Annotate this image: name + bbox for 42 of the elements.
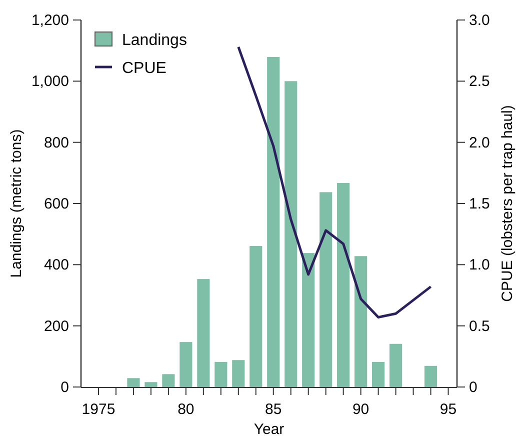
y2-axis-title: CPUE (lobsters per trap haul) — [499, 105, 516, 302]
y-tick-label: 0 — [60, 379, 69, 396]
bar — [320, 192, 332, 387]
legend-label: Landings — [122, 32, 187, 49]
bar — [180, 342, 192, 387]
bar — [284, 81, 298, 387]
bar — [162, 374, 175, 387]
y-tick-label: 200 — [44, 318, 69, 335]
bar — [214, 362, 228, 387]
bar — [267, 57, 280, 387]
bar — [424, 366, 438, 387]
line-series — [237, 46, 432, 319]
bar — [354, 256, 368, 387]
x-tick-label: 90 — [352, 401, 370, 418]
x-axis-title: Year — [254, 421, 284, 438]
y-tick-label: 400 — [44, 256, 69, 274]
y2-tick-label: 0.5 — [469, 318, 490, 335]
y2-tick-label: 1.5 — [469, 196, 490, 212]
bar — [302, 253, 315, 387]
bar — [389, 344, 402, 387]
legend-label: CPUE — [122, 60, 166, 77]
bar — [232, 360, 245, 387]
bar — [144, 382, 158, 387]
y-tick-label: 800 — [44, 134, 69, 152]
y2-tick-label: 2.0 — [469, 134, 490, 152]
x-tick-label: 95 — [440, 401, 457, 418]
y-tick-label: 1,000 — [31, 73, 69, 90]
y-tick-label: 600 — [44, 196, 69, 212]
y-axis-title: Landings (metric tons) — [8, 129, 25, 278]
bar — [127, 378, 140, 387]
bar — [250, 246, 262, 387]
y2-tick-label: 3.0 — [469, 12, 490, 29]
x-tick-label: 85 — [265, 401, 282, 418]
y2-tick-label: 0 — [469, 379, 478, 396]
x-tick-label: 80 — [178, 401, 194, 418]
y-tick-label: 1,200 — [31, 12, 69, 29]
bar — [337, 183, 350, 387]
y2-tick-label: 2.5 — [469, 73, 490, 90]
bar — [372, 362, 385, 387]
bar — [197, 279, 210, 387]
y2-tick-label: 1.0 — [469, 256, 490, 274]
x-tick-label: 1975 — [82, 401, 116, 418]
